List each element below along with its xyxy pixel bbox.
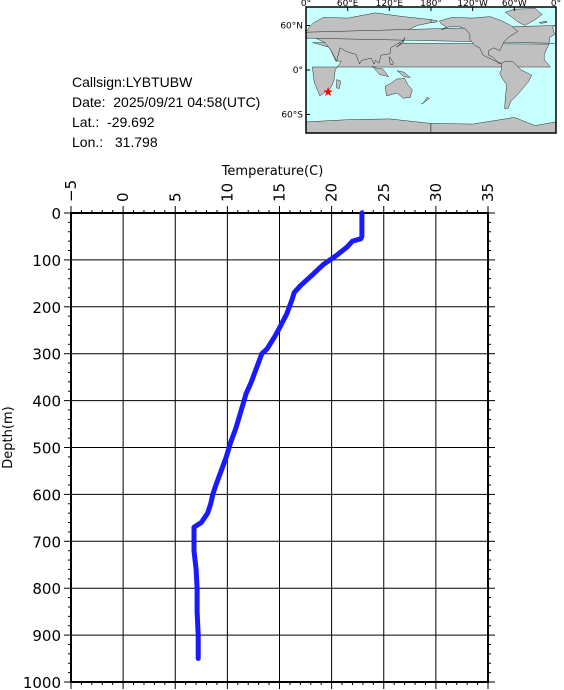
x-axis-title: Temperature(C) bbox=[221, 164, 324, 179]
map-indonesia bbox=[371, 66, 390, 78]
lat-value: -29.692 bbox=[107, 114, 155, 130]
lat-row: Lat.: -29.692 bbox=[72, 112, 260, 132]
callsign-value: LYBTUBW bbox=[125, 74, 193, 90]
y-tick-label: 700 bbox=[32, 533, 61, 551]
x-tick-label: 0 bbox=[114, 192, 132, 202]
x-tick-label: 25 bbox=[375, 183, 393, 202]
x-tick-label: 35 bbox=[479, 183, 497, 202]
y-tick-label: 400 bbox=[32, 393, 61, 411]
temperature-profile-line bbox=[191, 210, 365, 661]
map-lat-label: 60°N bbox=[280, 22, 303, 32]
map-lat-label: 0° bbox=[293, 66, 303, 76]
map-japan bbox=[396, 37, 405, 48]
map-iceland bbox=[538, 20, 548, 24]
station-info: Callsign:LYBTUBW Date: 2025/09/21 04:58(… bbox=[72, 72, 260, 152]
map-philippines bbox=[389, 56, 394, 66]
y-tick-label: 300 bbox=[32, 346, 61, 364]
y-tick-label: 900 bbox=[32, 627, 61, 645]
map-new-guinea bbox=[396, 70, 411, 78]
map-south-america bbox=[499, 60, 532, 109]
y-tick-label: 1000 bbox=[23, 674, 61, 690]
x-tick-label: 10 bbox=[218, 183, 236, 202]
y-tick-label: 500 bbox=[32, 440, 61, 458]
y-tick-label: 600 bbox=[32, 486, 61, 504]
y-tick-label: 800 bbox=[32, 580, 61, 598]
x-tick-label: −5 bbox=[62, 180, 80, 202]
map-australia bbox=[384, 77, 413, 99]
lon-label: Lon.: bbox=[72, 134, 104, 150]
date-label: Date: bbox=[72, 94, 106, 110]
lon-row: Lon.: 31.798 bbox=[72, 132, 260, 152]
date-row: Date: 2025/09/21 04:58(UTC) bbox=[72, 92, 260, 112]
map-lon-label: 120°W bbox=[457, 0, 488, 9]
map-new-zealand bbox=[421, 97, 431, 105]
map-lon-label: 0° bbox=[551, 0, 561, 9]
y-axis-title: Depth(m) bbox=[1, 406, 16, 468]
map-madagascar bbox=[336, 79, 341, 89]
callsign-label: Callsign: bbox=[72, 74, 126, 90]
map-lon-label: 60°E bbox=[337, 0, 359, 9]
map-lon-label: 60°W bbox=[502, 0, 527, 9]
plot-frame bbox=[70, 212, 489, 683]
lat-label: Lat.: bbox=[72, 114, 100, 130]
station-marker-icon bbox=[323, 87, 333, 97]
x-tick-label: 5 bbox=[166, 192, 184, 202]
map-lon-label: 0° bbox=[301, 0, 311, 9]
y-tick-label: 0 bbox=[51, 205, 61, 223]
map-lon-label: 120°E bbox=[376, 0, 404, 9]
date-value: 2025/09/21 04:58(UTC) bbox=[113, 94, 261, 110]
x-tick-label: 20 bbox=[323, 183, 341, 202]
lon-value: 31.798 bbox=[114, 134, 158, 150]
map-north-america bbox=[438, 16, 519, 64]
map-greenland bbox=[504, 8, 543, 26]
callsign-row: Callsign:LYBTUBW bbox=[72, 72, 260, 92]
x-tick-label: 15 bbox=[271, 183, 289, 202]
map-lat-label: 60°S bbox=[281, 110, 303, 120]
map-lon-label: 180° bbox=[420, 0, 442, 9]
x-tick-label: 30 bbox=[427, 183, 445, 202]
y-tick-label: 200 bbox=[32, 299, 61, 317]
y-tick-label: 100 bbox=[32, 252, 61, 270]
map-chukotka bbox=[430, 19, 439, 23]
